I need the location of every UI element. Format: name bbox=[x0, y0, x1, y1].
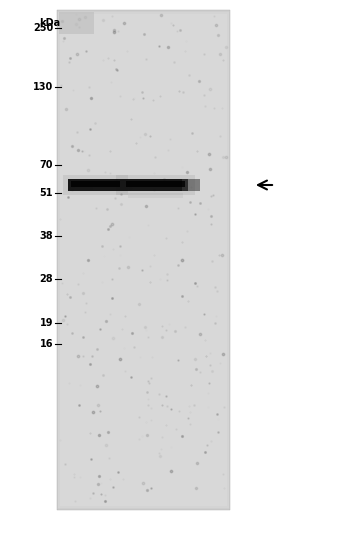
Bar bbox=[63, 175, 128, 195]
Bar bbox=[57, 10, 230, 510]
Text: 16: 16 bbox=[40, 339, 53, 349]
Bar bbox=[128, 193, 183, 198]
Bar bbox=[60, 14, 227, 506]
Bar bbox=[58, 12, 229, 508]
Text: 19: 19 bbox=[40, 318, 53, 328]
Bar bbox=[59, 12, 94, 34]
Text: 51: 51 bbox=[40, 188, 53, 198]
Bar bbox=[126, 181, 185, 187]
Text: 28: 28 bbox=[39, 274, 53, 284]
Bar bbox=[182, 179, 200, 191]
Text: kDa: kDa bbox=[39, 18, 60, 28]
Bar bbox=[71, 181, 120, 187]
Text: 38: 38 bbox=[39, 231, 53, 241]
Text: 250: 250 bbox=[33, 23, 53, 33]
Bar bbox=[123, 179, 188, 191]
Bar bbox=[116, 175, 195, 195]
Text: 130: 130 bbox=[33, 82, 53, 92]
Bar bbox=[68, 179, 123, 191]
Text: 70: 70 bbox=[40, 160, 53, 170]
